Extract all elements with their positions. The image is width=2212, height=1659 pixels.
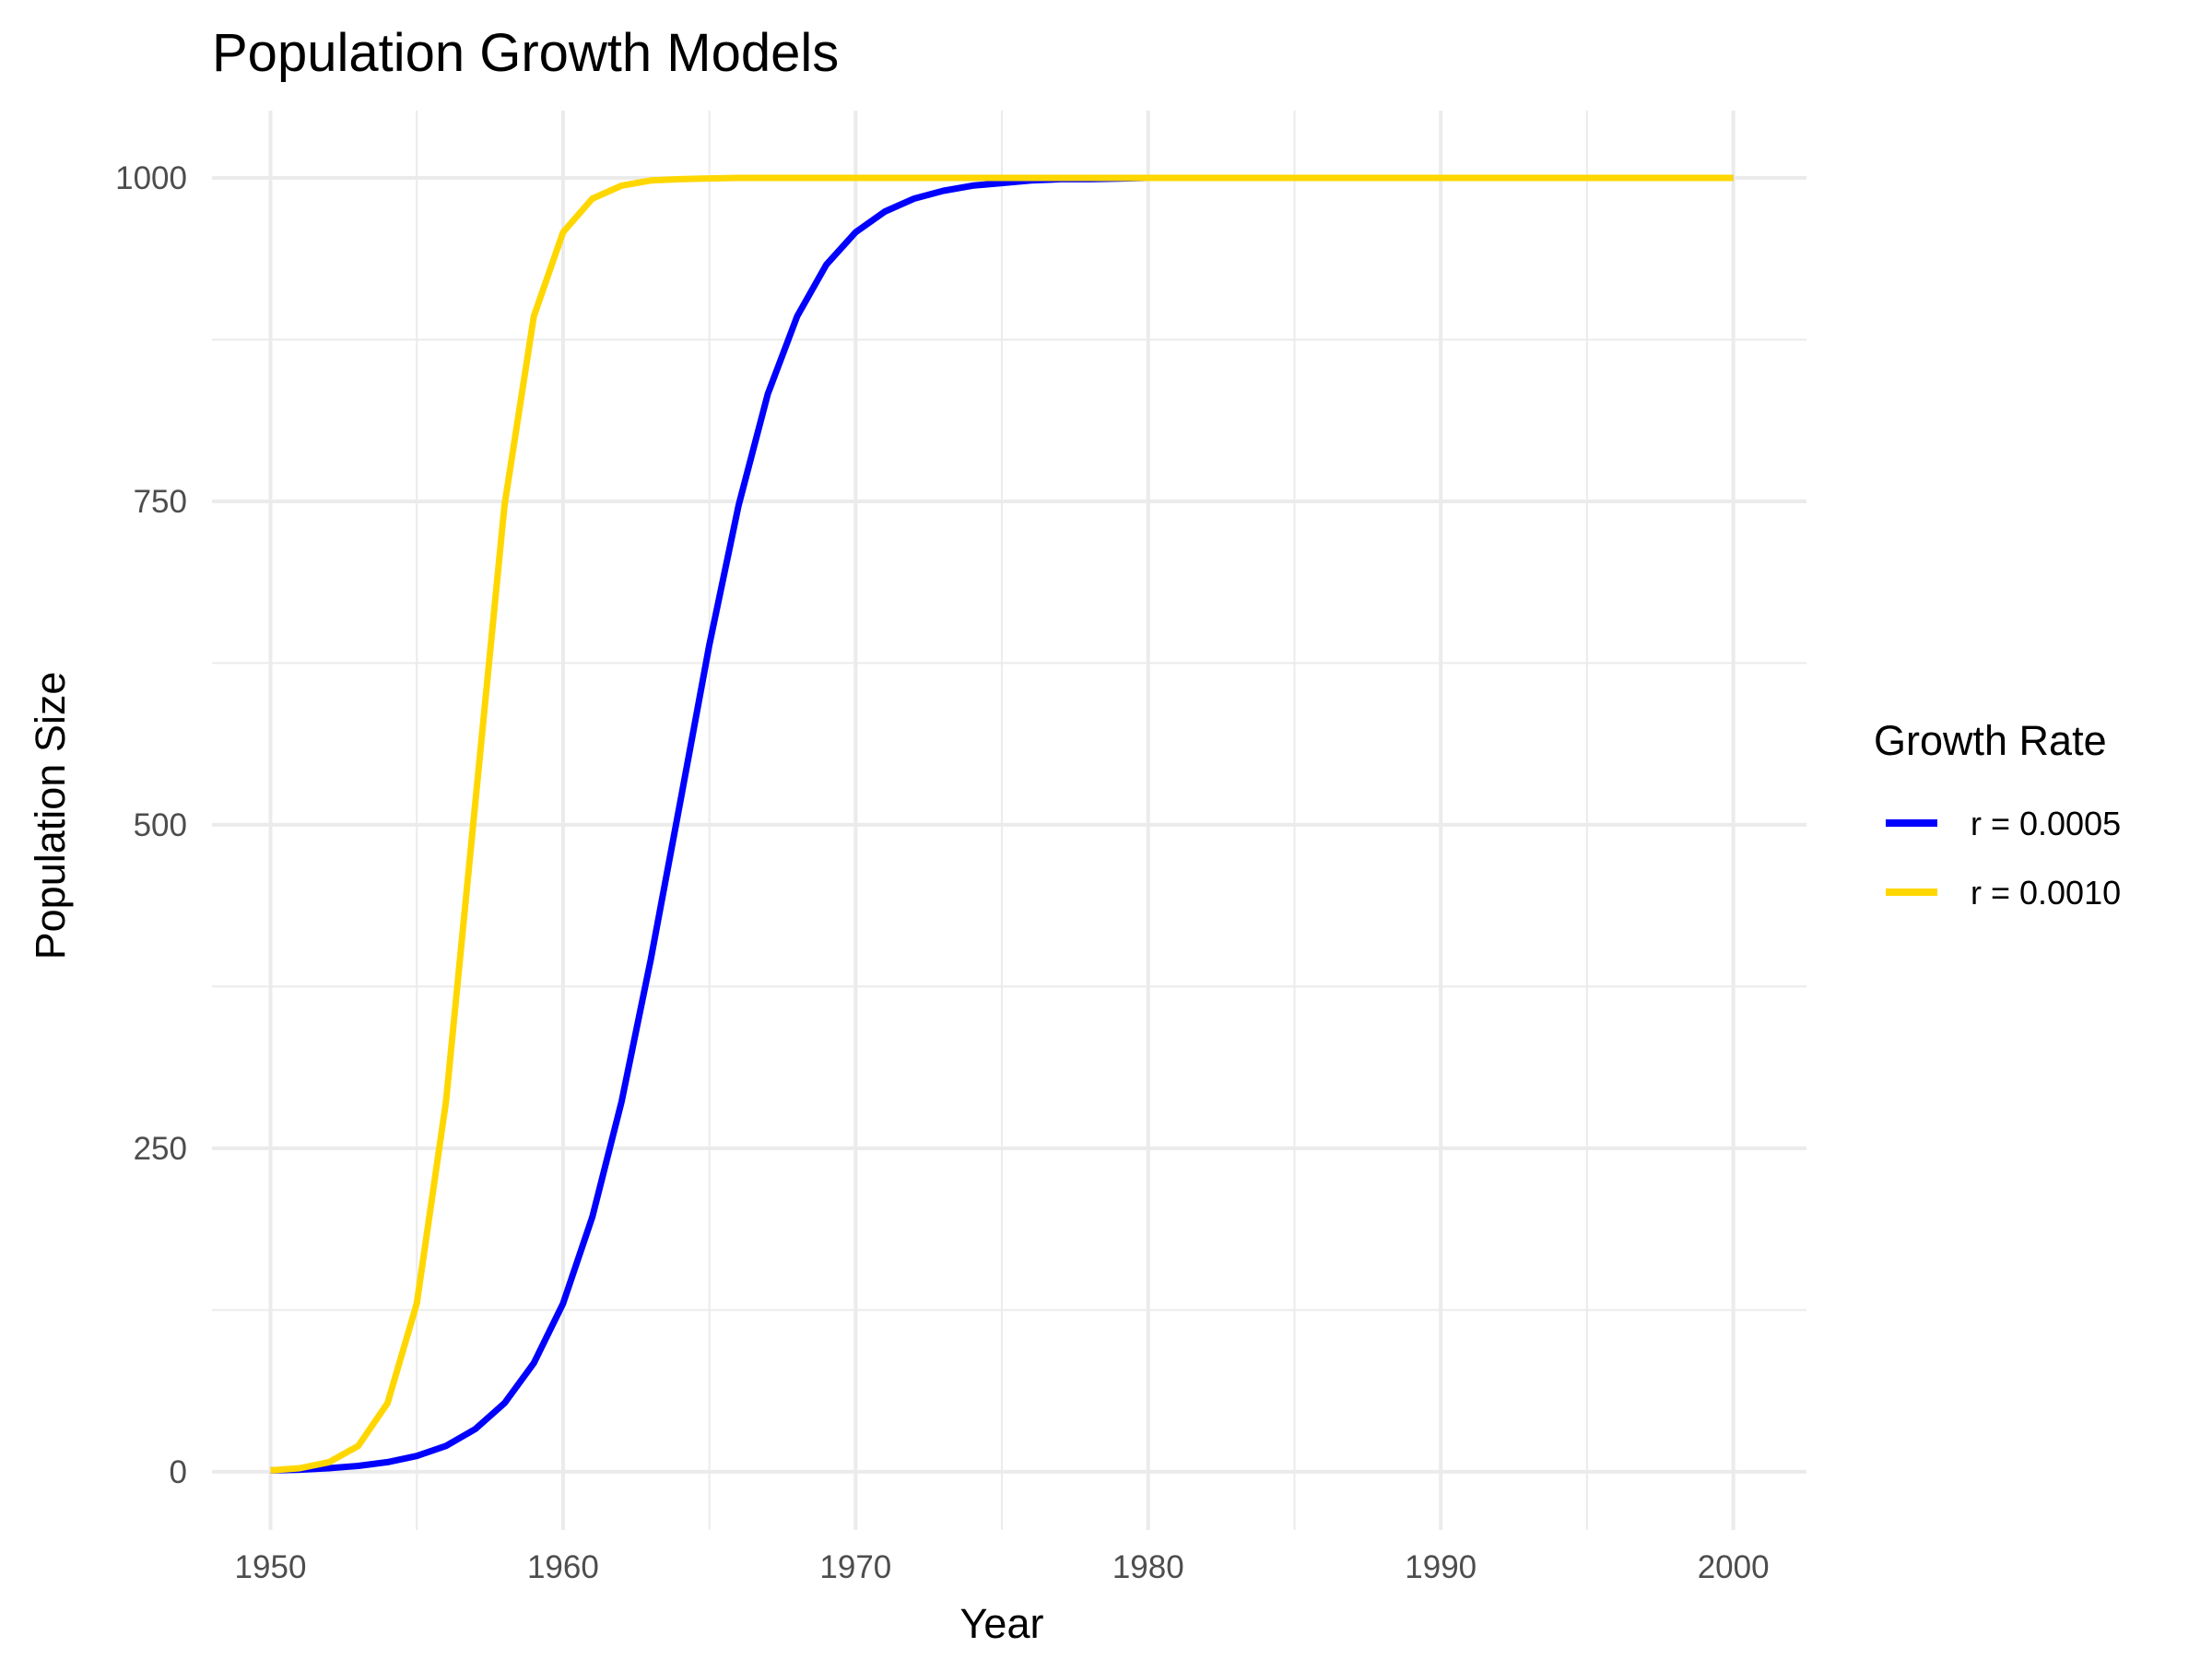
legend-items: r = 0.0005 r = 0.0010 [1886,805,2121,912]
x-axis-title: Year [960,1600,1044,1647]
x-tick-label: 1990 [1405,1549,1477,1585]
series-line-2 [270,174,1734,1474]
x-tick-label: 1980 [1112,1549,1184,1585]
x-tick-label: 1950 [235,1549,307,1585]
y-axis-ticks: 0 250 500 750 1000 [115,160,187,1490]
legend-label-2: r = 0.0010 [1971,874,2121,912]
x-axis-ticks: 1950 1960 1970 1980 1990 2000 [235,1549,1770,1585]
x-tick-label: 1970 [819,1549,891,1585]
y-axis-title: Population Size [27,672,74,960]
x-tick-label: 1960 [527,1549,599,1585]
y-tick-label: 0 [170,1454,187,1490]
legend: Growth Rate r = 0.0005 r = 0.0010 [1874,717,2121,912]
x-tick-label: 2000 [1698,1549,1770,1585]
y-tick-label: 1000 [115,160,187,196]
y-tick-label: 750 [134,484,187,520]
series-lines [270,174,1734,1474]
y-tick-label: 500 [134,807,187,843]
chart-title: Population Growth Models [212,23,839,83]
legend-title: Growth Rate [1874,717,2107,764]
y-tick-label: 250 [134,1131,187,1167]
legend-label-1: r = 0.0005 [1971,805,2121,842]
